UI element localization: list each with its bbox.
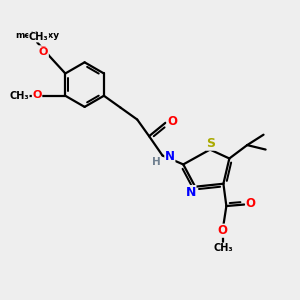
Text: O: O (32, 90, 42, 100)
Text: O: O (38, 46, 47, 56)
Text: O: O (246, 197, 256, 210)
Text: H: H (152, 157, 160, 167)
Text: O: O (39, 47, 48, 57)
Text: CH₃: CH₃ (9, 91, 29, 101)
Text: CH₃: CH₃ (29, 32, 48, 42)
Text: N: N (165, 151, 175, 164)
Text: S: S (206, 137, 215, 150)
Text: methoxy: methoxy (15, 31, 59, 40)
Text: CH₃: CH₃ (214, 243, 233, 253)
Text: N: N (185, 186, 196, 199)
Text: O: O (167, 115, 177, 128)
Text: O: O (218, 224, 228, 237)
